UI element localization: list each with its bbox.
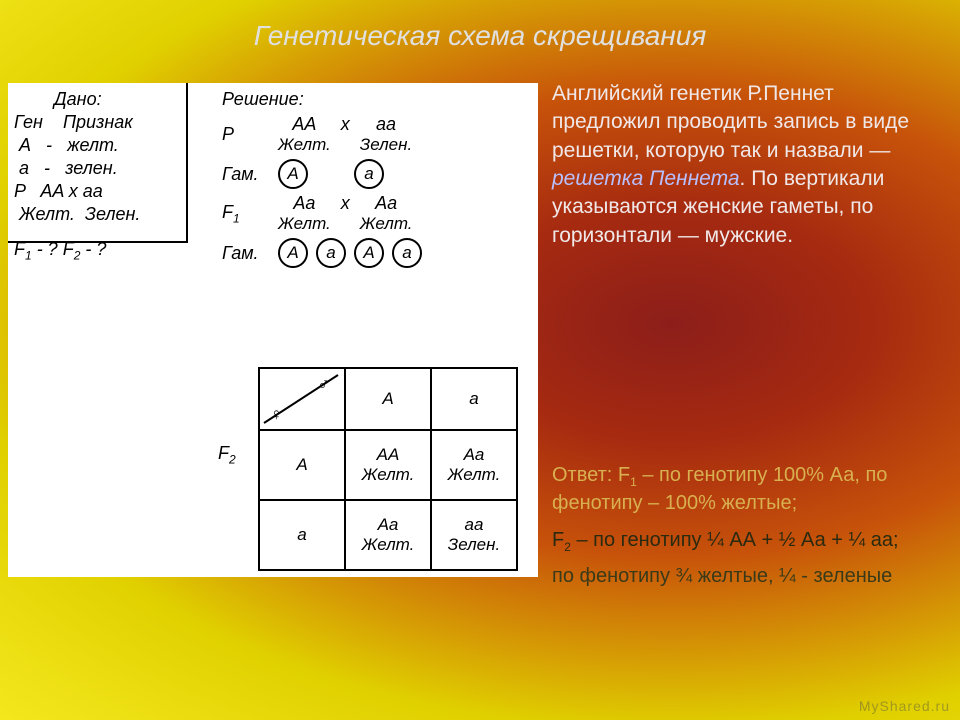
gamete: A <box>278 238 308 268</box>
given-heading: Дано: <box>54 89 214 110</box>
punnett-corner: ♂ ♀ <box>259 368 345 430</box>
question-row: F1 - ? F2 - ? <box>14 239 214 263</box>
p-geno2: aa <box>360 114 412 135</box>
gam-label-1: Гам. <box>222 164 278 185</box>
cell-geno: Aa <box>378 515 399 534</box>
f1-pre: F <box>222 202 233 222</box>
col-gene: Ген <box>14 112 43 132</box>
allele-row-1: a - зелен. <box>14 158 214 179</box>
p-pheno2: Зелен. <box>85 204 141 224</box>
slide: Генетическая схема скрещивания Дано: Ген… <box>0 0 960 720</box>
f1-line: F1 Aa Желт. x Aa Желт. <box>222 193 532 234</box>
f1-parent2: Aa Желт. <box>360 193 413 234</box>
f1-pheno2: Желт. <box>360 214 413 234</box>
parents-geno: P AA x aa <box>14 181 214 202</box>
f1-geno2: Aa <box>360 193 413 214</box>
gamete: A <box>278 159 308 189</box>
male-symbol-icon: ♂ <box>317 375 330 395</box>
punnett-cell-01: Aa Желт. <box>431 430 517 500</box>
col-header-1: a <box>431 368 517 430</box>
p-label: P <box>14 181 26 201</box>
punnett-cell-10: Aa Желт. <box>345 500 431 570</box>
given-block: Дано: Ген Признак A - желт. a - зелен. P… <box>14 89 214 263</box>
gamete: a <box>354 159 384 189</box>
p-cross: AA x aa <box>40 181 102 201</box>
q-f: F <box>14 239 25 259</box>
cell-pheno: Желт. <box>362 465 415 484</box>
cell-pheno: Желт. <box>448 465 501 484</box>
f1-cross-x: x <box>341 193 350 214</box>
female-symbol-icon: ♀ <box>270 405 283 425</box>
cell-geno: AA <box>377 445 400 464</box>
row-header-1: a <box>259 500 345 570</box>
solution-heading: Решение: <box>222 89 532 110</box>
desc-keyword: решетка Пеннета <box>552 167 740 190</box>
a2-sub: 2 <box>564 540 571 554</box>
watermark: MyShared.ru <box>859 698 950 714</box>
gam-label-2: Гам. <box>222 243 278 264</box>
q-sub1: 1 <box>25 249 32 263</box>
q-end: - ? <box>80 239 106 259</box>
f1-pheno1: Желт. <box>278 214 331 234</box>
f2-sub: 2 <box>229 453 236 467</box>
allele-row-0: A - желт. <box>14 135 214 156</box>
col-header-0: A <box>345 368 431 430</box>
answer-line-1: Ответ: F1 – по генотипу 100% Аа, по фено… <box>552 462 942 517</box>
a2-post: – по генотипу ¼ АА + ½ Аа + ¼ аа; <box>571 529 899 551</box>
cell-pheno: Зелен. <box>448 535 500 554</box>
solution-block: Решение: P AA Желт. x aa Зелен. Гам. <box>222 89 532 268</box>
p-label: P <box>222 124 278 145</box>
slide-title: Генетическая схема скрещивания <box>0 20 960 52</box>
cell-pheno: Желт. <box>362 535 415 554</box>
f1-geno1: Aa <box>278 193 331 214</box>
f1-parent1: Aa Желт. <box>278 193 331 234</box>
gam-line-1: Гам. A a <box>222 159 532 189</box>
punnett-square: ♂ ♀ A a A AA Желт. Aa Желт. a <box>258 367 518 571</box>
f1-sub: 1 <box>233 211 240 225</box>
gamete: a <box>316 238 346 268</box>
row-header-0: A <box>259 430 345 500</box>
q-mid: - ? F <box>32 239 74 259</box>
given-columns: Ген Признак <box>14 112 214 133</box>
a2-pre: F <box>552 529 564 551</box>
a1-sub: 1 <box>630 475 637 489</box>
answer-block: Ответ: F1 – по генотипу 100% Аа, по фено… <box>552 462 942 590</box>
p-parent2: aa Зелен. <box>360 114 412 155</box>
allele-gene: A <box>19 135 31 155</box>
p-cross-x: x <box>341 114 350 135</box>
allele-gene: a <box>19 158 29 178</box>
allele-dash: - <box>44 158 50 178</box>
gam-line-2: Гам. A a A a <box>222 238 532 268</box>
allele-trait: зелен. <box>65 158 118 178</box>
a1-pre: Ответ: F <box>552 464 630 486</box>
gamete: a <box>392 238 422 268</box>
p-line: P AA Желт. x aa Зелен. <box>222 114 532 155</box>
parents-pheno: Желт. Зелен. <box>14 204 214 225</box>
punnett-cell-00: AA Желт. <box>345 430 431 500</box>
col-trait: Признак <box>63 112 133 132</box>
allele-dash: - <box>46 135 52 155</box>
p-parent1: AA Желт. <box>278 114 331 155</box>
f1-label: F1 <box>222 202 278 226</box>
p-pheno1: Желт. <box>19 204 75 224</box>
gamete: A <box>354 238 384 268</box>
p-pheno1: Желт. <box>278 135 331 155</box>
cell-geno: aa <box>465 515 484 534</box>
p-pheno2: Зелен. <box>360 135 412 155</box>
desc-pre: Английский генетик Р.Пеннет предложил пр… <box>552 82 909 162</box>
f2-pre: F <box>218 443 229 463</box>
f2-label: F2 <box>218 443 236 467</box>
p-geno1: AA <box>278 114 331 135</box>
cell-geno: Aa <box>464 445 485 464</box>
answer-line-2: F2 – по генотипу ¼ АА + ½ Аа + ¼ аа; <box>552 527 942 555</box>
punnett-cell-11: aa Зелен. <box>431 500 517 570</box>
allele-trait: желт. <box>67 135 119 155</box>
problem-panel: Дано: Ген Признак A - желт. a - зелен. P… <box>8 83 538 577</box>
answer-line-3: по фенотипу ¾ желтые, ¼ - зеленые <box>552 563 942 590</box>
description-text: Английский генетик Р.Пеннет предложил пр… <box>552 80 942 250</box>
